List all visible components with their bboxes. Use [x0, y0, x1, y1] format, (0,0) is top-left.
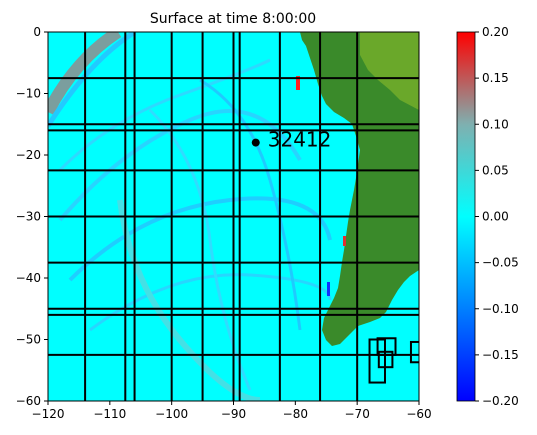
colorbar-tick-label: −0.05	[482, 256, 519, 270]
colorbar-tick-label: −0.10	[482, 302, 519, 316]
landmass-north	[360, 32, 419, 110]
colorbar	[456, 31, 476, 402]
station-label: 32412	[268, 128, 332, 152]
wave-front-blue-5	[58, 58, 271, 172]
coast-anomaly-blue	[327, 282, 330, 296]
y-tick-label: −50	[16, 333, 41, 347]
colorbar-tick-label: 0.10	[482, 117, 509, 131]
x-axis: −120 −110 −100 −90 −80 −70 −60	[32, 401, 432, 421]
colorbar-tick-label: 0.20	[482, 25, 509, 39]
y-tick-label: −20	[16, 148, 41, 162]
grid-lines	[48, 32, 419, 401]
wave-front-red	[48, 32, 122, 115]
y-tick-label: −40	[16, 271, 41, 285]
wave-field	[48, 32, 332, 401]
chart-title: Surface at time 8:00:00	[150, 11, 316, 27]
wave-front-blue-3	[68, 196, 332, 282]
landmass	[289, 32, 419, 346]
colorbar-tick-label: −0.15	[482, 348, 519, 362]
wave-front-blue-2	[58, 109, 302, 222]
small-box	[376, 337, 397, 356]
coast-anomaly-red-2	[343, 236, 346, 246]
y-tick-label: 0	[33, 25, 41, 39]
y-tick-label: −60	[16, 394, 41, 408]
colorbar-ticks: 0.20 0.15 0.10 0.05 0.00 −0.05 −0.10 −0.15 −0.20	[475, 25, 519, 408]
colorbar-tick-label: 0.05	[482, 163, 509, 177]
wave-front-blue-6	[199, 78, 302, 331]
x-tick-label: −110	[93, 407, 126, 421]
x-tick-label: −120	[32, 407, 65, 421]
y-axis: 0 −10 −20 −30 −40 −50 −60	[16, 25, 48, 408]
x-tick-label: −100	[155, 407, 188, 421]
colorbar-tick-label: 0.15	[482, 71, 509, 85]
colorbar-tick-label: 0.00	[482, 210, 509, 224]
y-tick-label: −30	[16, 210, 41, 224]
station-marker	[251, 138, 260, 147]
y-tick-label: −10	[16, 87, 41, 101]
x-tick-label: −70	[345, 407, 370, 421]
x-tick-label: −60	[406, 407, 431, 421]
coast-anomaly-red	[296, 76, 300, 90]
x-tick-label: −90	[221, 407, 246, 421]
colorbar-tick-label: −0.20	[482, 394, 519, 408]
wave-front-grey	[117, 199, 261, 401]
plot-area	[48, 32, 419, 401]
small-box	[377, 350, 394, 369]
x-tick-label: −80	[283, 407, 308, 421]
